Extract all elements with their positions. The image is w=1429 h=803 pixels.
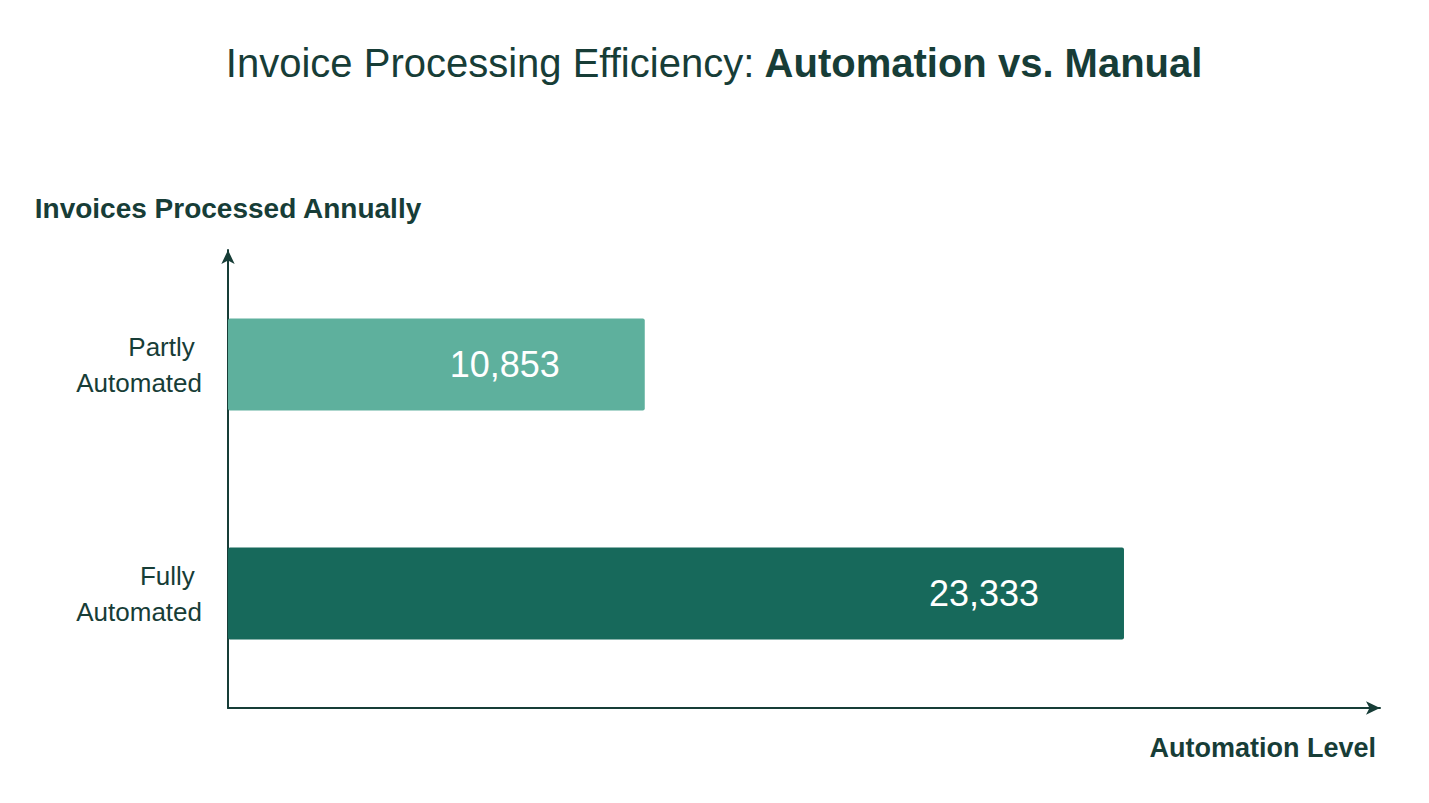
svg-text:Invoices Processed Annually: Invoices Processed Annually [35,193,422,224]
svg-text:Automated: Automated [76,597,202,627]
svg-text:Fully: Fully [140,561,202,591]
svg-text:Automation Level: Automation Level [1149,733,1376,763]
svg-text:10,853: 10,853 [450,344,560,385]
svg-text:Automated: Automated [76,368,202,398]
svg-text:Automation vs. Manual: Automation vs. Manual [755,41,1202,85]
svg-text:Invoice Processing Efficiency:: Invoice Processing Efficiency: [226,41,754,85]
svg-text:23,333: 23,333 [929,573,1039,614]
svg-text:Partly: Partly [128,332,202,362]
